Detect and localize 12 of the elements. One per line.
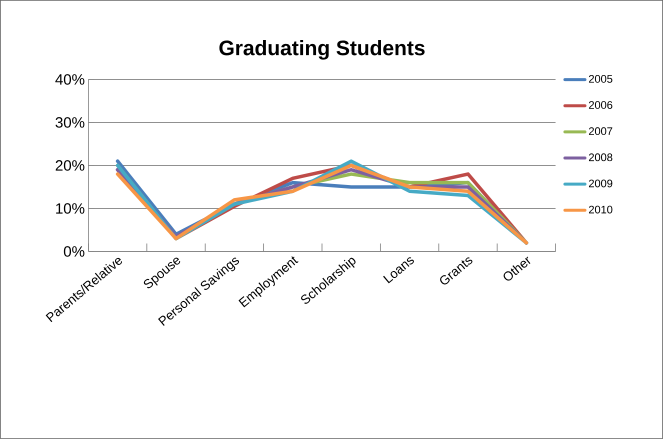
y-tick-label: 20% xyxy=(56,160,84,171)
chart-title: Graduating Students xyxy=(219,40,425,60)
legend-label: 2009 xyxy=(588,180,612,188)
legend-label: 2010 xyxy=(588,206,612,214)
y-tick-label: 0% xyxy=(64,246,84,257)
legend-label: 2006 xyxy=(588,101,612,109)
legend-label: 2008 xyxy=(588,153,612,162)
legend-label: 2005 xyxy=(588,75,612,83)
y-tick-label: 30% xyxy=(56,117,84,128)
legend-label: 2007 xyxy=(588,127,612,136)
y-tick-label: 40% xyxy=(55,74,84,85)
y-tick-label: 10% xyxy=(56,203,84,214)
